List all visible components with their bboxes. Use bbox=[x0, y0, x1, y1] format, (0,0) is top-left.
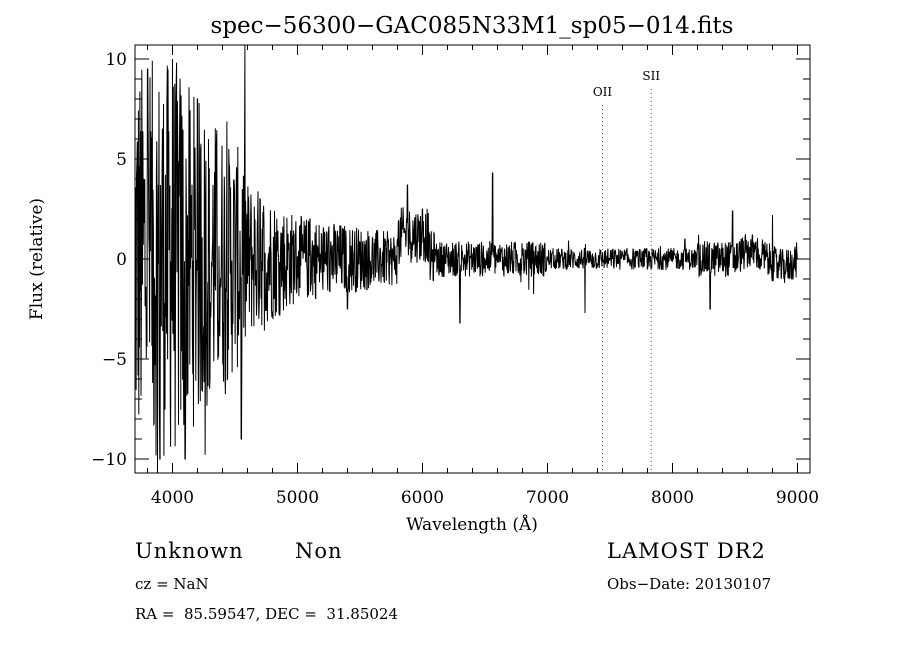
obs-date: Obs−Date: 20130107 bbox=[607, 575, 772, 593]
subclass-label: Non bbox=[295, 539, 343, 563]
line-markers: OII SII bbox=[593, 69, 660, 473]
x-tick-label: 9000 bbox=[776, 488, 819, 508]
x-tick-label: 6000 bbox=[401, 488, 444, 508]
x-tick-label: 4000 bbox=[151, 488, 194, 508]
class-label: Unknown bbox=[135, 539, 244, 563]
spectrum-series-line bbox=[134, 44, 798, 474]
y-tick-label: 5 bbox=[116, 150, 127, 170]
y-axis: −10 −5 0 5 10 bbox=[91, 50, 810, 470]
x-tick-label: 8000 bbox=[651, 488, 694, 508]
marker-label: OII bbox=[593, 85, 613, 99]
x-axis: 4000 5000 6000 7000 8000 9000 bbox=[147, 45, 819, 508]
x-axis-label: Wavelength (Å) bbox=[406, 514, 538, 535]
x-tick-label: 5000 bbox=[276, 488, 319, 508]
y-axis-label: Flux (relative) bbox=[27, 198, 47, 320]
y-tick-label: −5 bbox=[102, 350, 127, 370]
y-tick-label: −10 bbox=[91, 450, 127, 470]
marker-label: SII bbox=[642, 69, 660, 83]
cz-value: cz = NaN bbox=[135, 575, 209, 593]
coordinates: RA = 85.59547, DEC = 31.85024 bbox=[135, 605, 399, 623]
chart-title: spec−56300−GAC085N33M1_sp05−014.fits bbox=[211, 13, 734, 39]
y-tick-label: 10 bbox=[105, 50, 127, 70]
survey-label: LAMOST DR2 bbox=[607, 539, 766, 563]
x-tick-label: 7000 bbox=[526, 488, 569, 508]
y-tick-label: 0 bbox=[116, 250, 127, 270]
